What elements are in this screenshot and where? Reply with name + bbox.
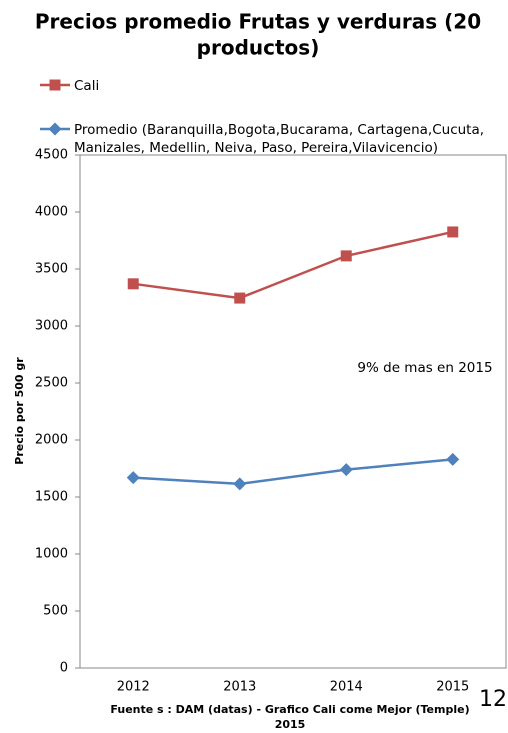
marker — [126, 471, 140, 485]
y-tick-label: 1500 — [35, 490, 68, 505]
x-tick-label: 2012 — [117, 680, 150, 695]
chart-title: Precios promedio Frutas y verduras (20 — [35, 10, 481, 34]
y-tick-label: 1000 — [35, 547, 68, 562]
source: 2015 — [275, 718, 306, 731]
y-tick-label: 4000 — [35, 205, 68, 220]
y-tick-label: 500 — [43, 604, 68, 619]
y-axis-label: Precio por 500 gr — [13, 357, 26, 465]
marker — [340, 250, 352, 262]
legend-label: Promedio (Baranquilla,Bogota,Bucarama, C… — [74, 122, 485, 156]
marker — [446, 452, 460, 466]
marker — [233, 477, 247, 491]
source: Fuente s : DAM (datas) - Grafico Cali co… — [110, 703, 469, 716]
plot-frame — [79, 154, 507, 669]
marker — [49, 79, 61, 91]
y-tick-label: 3000 — [35, 319, 68, 334]
marker — [234, 292, 246, 304]
marker — [127, 278, 139, 290]
marker — [48, 122, 62, 136]
y-tick-label: 3500 — [35, 262, 68, 277]
page-number: 12 — [479, 687, 507, 712]
series-line — [133, 230, 454, 300]
marker — [339, 463, 353, 477]
chart-title: productos) — [197, 36, 320, 60]
y-tick-label: 4500 — [35, 148, 68, 163]
annotation: 9% de mas en 2015 — [357, 360, 492, 376]
x-tick-label: 2013 — [223, 680, 256, 695]
x-tick-label: 2014 — [330, 680, 363, 695]
y-tick-label: 2500 — [35, 376, 68, 391]
y-tick-label: 2000 — [35, 433, 68, 448]
x-tick-label: 2015 — [436, 680, 469, 695]
y-tick-label: 0 — [60, 661, 68, 676]
series-line — [133, 458, 453, 486]
marker — [447, 226, 459, 238]
legend-label: Cali — [74, 78, 100, 94]
